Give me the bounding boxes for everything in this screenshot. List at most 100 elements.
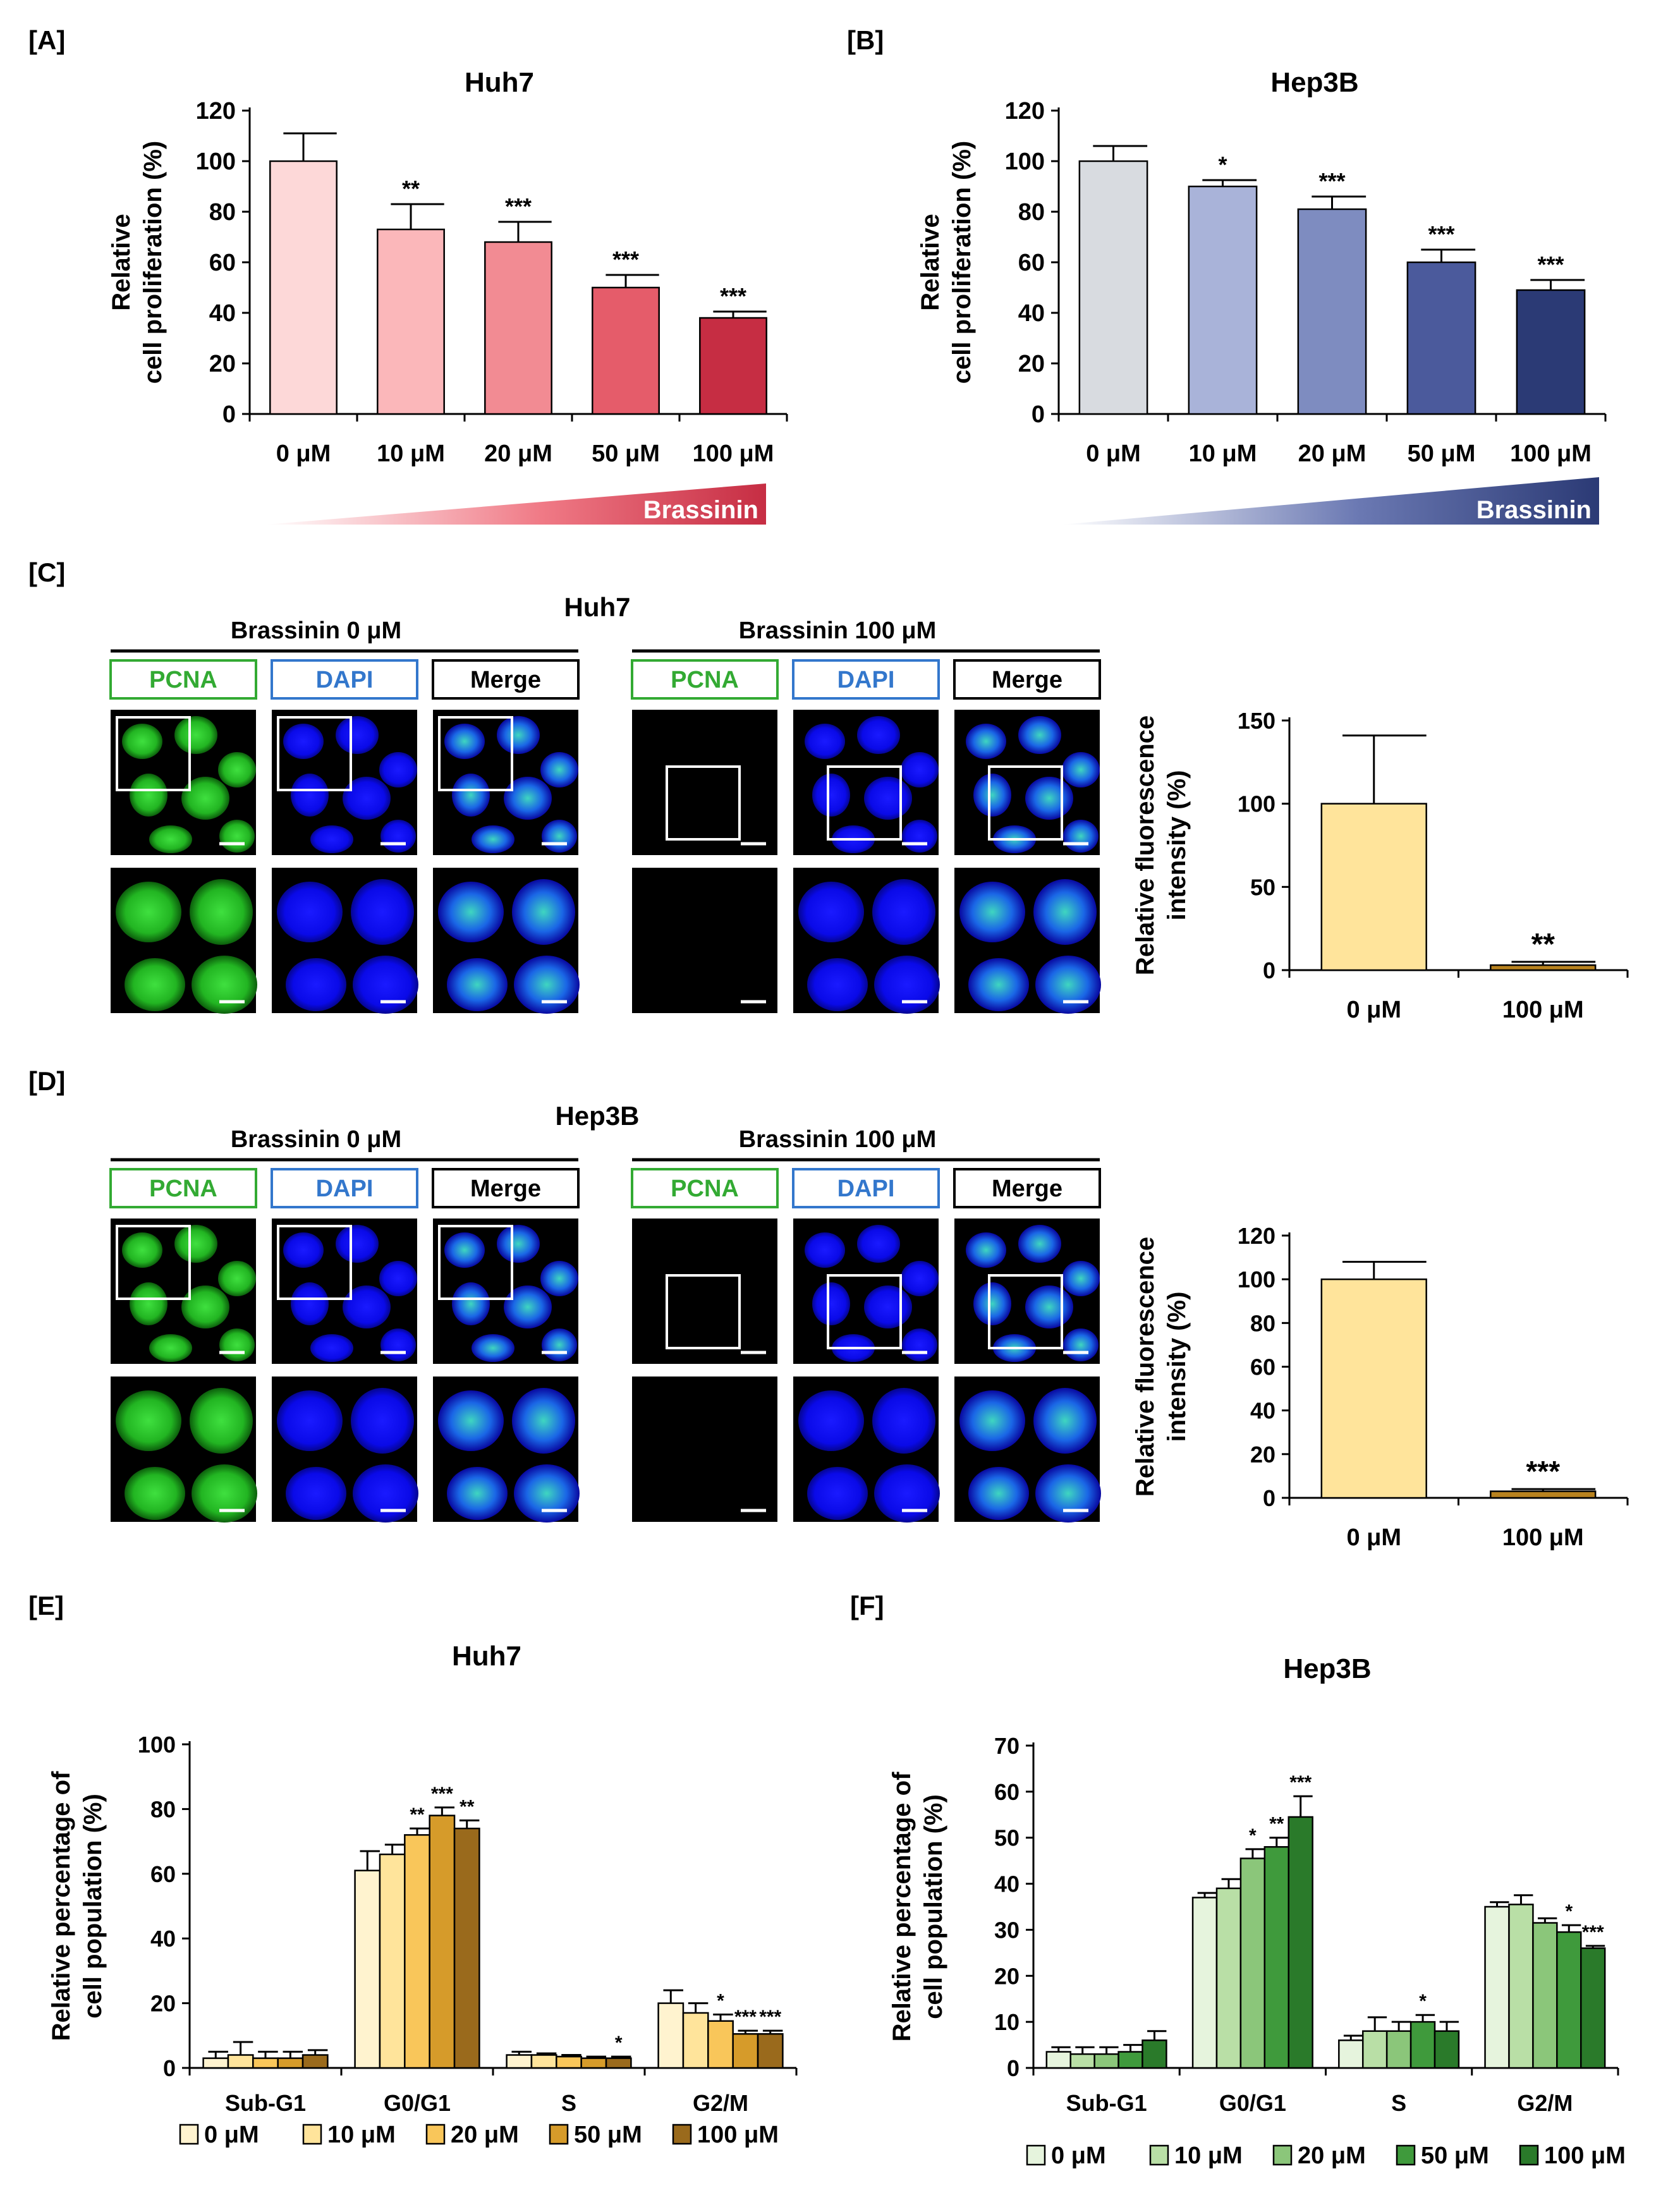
nucleus [542, 1328, 577, 1361]
nucleus [283, 724, 324, 759]
nucleus [805, 1232, 845, 1268]
channel-label: Merge [470, 1176, 541, 1202]
nucleus [504, 1285, 552, 1328]
x-tick-label: 10 μM [377, 441, 445, 467]
nucleus [343, 1285, 391, 1328]
bar [1490, 964, 1597, 971]
y-tick-label: 60 [209, 250, 236, 276]
significance-label: * [717, 1991, 724, 2012]
bar [1338, 2039, 1364, 2069]
nucleus [968, 958, 1029, 1011]
zoom-region-box [827, 765, 902, 841]
chart-title: Huh7 [465, 67, 534, 98]
legend-label: 100 μM [1544, 2142, 1626, 2169]
nucleus [353, 956, 418, 1014]
significance-label: *** [431, 1784, 453, 1804]
nucleus [864, 1285, 912, 1328]
y-axis-label: Relative percentage of [888, 1772, 916, 2041]
channel-label-box [271, 659, 418, 700]
x-tick-label: G0/G1 [384, 2090, 451, 2116]
x-tick-label: 0 μM [276, 441, 331, 467]
legend-swatch [549, 2124, 569, 2145]
nucleus [218, 1261, 256, 1296]
channel-label-box [953, 659, 1101, 700]
nucleus [1018, 1225, 1061, 1263]
channel-label: PCNA [671, 667, 739, 693]
legend-label: 50 μM [574, 2122, 642, 2148]
bar [1532, 1922, 1558, 2069]
bar [1117, 2051, 1143, 2069]
x-tick-label: 100 μM [1502, 1524, 1584, 1551]
treatment-group-label: Brassinin 100 μM [739, 1126, 937, 1153]
y-tick-label: 100 [1238, 1267, 1275, 1292]
y-tick-label: 0 [1007, 2055, 1020, 2081]
bar [1406, 261, 1476, 415]
nucleus [1018, 716, 1061, 754]
panel-letter-d: [D] [28, 1066, 65, 1096]
nucleus [444, 724, 485, 759]
brassinin-gradient-hep3b: Brassinin [1062, 477, 1599, 525]
legend-swatch [425, 2124, 446, 2145]
y-tick-label: 0 [1263, 1485, 1275, 1511]
bar [682, 2012, 709, 2069]
zoom-region-box [988, 1274, 1063, 1349]
microscopy-title: Hep3B [555, 1101, 639, 1131]
y-axis-label: Relative [916, 214, 944, 310]
bar [379, 1853, 406, 2069]
nucleus [351, 879, 414, 945]
channel-label-box [792, 659, 940, 700]
y-tick-label: 60 [994, 1779, 1020, 1805]
bar [580, 2057, 607, 2069]
channel-label: Merge [992, 1176, 1062, 1202]
x-tick-label: S [561, 2090, 576, 2116]
nucleus [438, 882, 504, 942]
legend-label: 20 μM [1298, 2142, 1366, 2169]
nucleus [190, 1388, 253, 1454]
nucleus [542, 820, 577, 853]
bar [1490, 1490, 1597, 1499]
nucleus [310, 825, 353, 853]
y-tick-label: 20 [209, 351, 236, 377]
nucleus [857, 716, 900, 754]
y-tick-label: 60 [1250, 1354, 1275, 1380]
nucleus [798, 1390, 864, 1451]
chart-e-huh7-cell-cycle: Huh7 Relative percentage of cell populatio… [47, 1641, 798, 2148]
y-axis-label: Relative fluorescence [1131, 715, 1159, 975]
panel-letter-c: [C] [28, 557, 65, 587]
micrograph-tile [632, 868, 777, 1013]
nucleus [218, 752, 256, 787]
treatment-group-label: Brassinin 0 μM [231, 1126, 401, 1153]
significance-label: *** [1289, 1772, 1312, 1793]
legend-swatch [1272, 2144, 1293, 2166]
significance-label: *** [1428, 221, 1454, 247]
nucleus [447, 1467, 508, 1520]
nucleus [122, 1232, 162, 1268]
nucleus [874, 956, 940, 1014]
y-tick-label: 10 [994, 2009, 1020, 2035]
nucleus [343, 777, 391, 820]
bar [1516, 289, 1586, 415]
y-tick-label: 40 [1250, 1398, 1275, 1424]
y-axis-label: intensity (%) [1163, 1292, 1191, 1442]
y-tick-label: 40 [1018, 300, 1045, 327]
nucleus [291, 774, 329, 817]
significance-label: * [1218, 152, 1227, 178]
legend-swatch [1149, 2144, 1169, 2166]
bar [1045, 2051, 1071, 2069]
bar [707, 2020, 734, 2069]
nucleus [336, 1225, 379, 1263]
significance-label: * [1419, 1991, 1427, 2012]
chart-a-huh7-proliferation: Huh7 Relative cell proliferation (%) 0 20 40 6… [107, 67, 788, 467]
bar [1141, 2039, 1167, 2069]
bar [1069, 2053, 1095, 2069]
nucleus [874, 1464, 940, 1522]
legend-swatch [1026, 2144, 1046, 2166]
nucleus [1033, 1388, 1097, 1454]
y-axis-label: Relative percentage of [47, 1771, 75, 2041]
x-tick-label: G2/M [1517, 2090, 1573, 2116]
zoom-region-box [116, 716, 191, 791]
y-axis-label: cell proliferation (%) [948, 141, 976, 384]
nucleus [116, 1390, 181, 1451]
chart-d-hep3b-fluorescence: Relative fluorescence intensity (%) 0 20 40 6… [1131, 1223, 1629, 1551]
nucleus [125, 1467, 185, 1520]
